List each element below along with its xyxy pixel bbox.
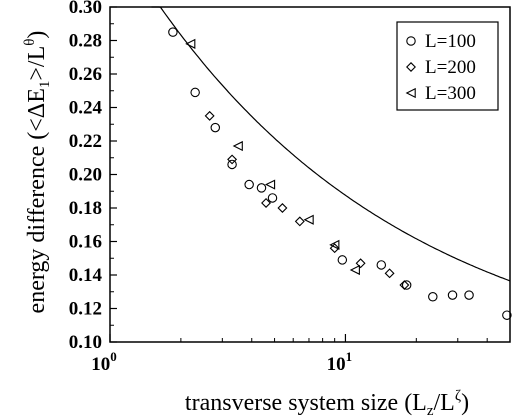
y-tick-label: 0.24 (69, 98, 103, 119)
legend-label: L=100 (425, 31, 476, 52)
data-points (168, 27, 512, 320)
y-tick-label: 0.18 (69, 198, 102, 219)
data-point-triangle-left (329, 239, 340, 250)
data-point-triangle-left (185, 38, 196, 49)
fit-curve (151, 6, 511, 282)
data-point-diamond (329, 243, 340, 254)
data-point-triangle-left (264, 179, 276, 190)
data-point-circle (244, 179, 254, 190)
legend-label: L=300 (425, 83, 476, 104)
legend-marker-circle (406, 36, 416, 46)
y-tick-label: 0.12 (69, 299, 102, 320)
data-point-circle (502, 310, 512, 320)
y-tick-label: 0.28 (69, 31, 102, 52)
data-point-diamond (294, 216, 305, 227)
data-point-circle (447, 290, 458, 300)
y-axis-label: energy difference (<ΔE1>/Lθ) (22, 31, 53, 314)
data-point-triangle-left (349, 264, 360, 276)
x-axis-ticks: 100 101 (91, 334, 511, 375)
data-point-diamond (261, 197, 272, 208)
data-point-circle (227, 159, 237, 170)
legend-marker-triangle-left (405, 87, 416, 99)
x-tick-label: 100 (91, 349, 117, 375)
data-point-circle (190, 87, 200, 98)
y-tick-label: 0.10 (69, 332, 102, 353)
x-axis-label: transverse system size (Lz/Lζ) (185, 388, 469, 417)
data-point-diamond (399, 280, 410, 291)
y-tick-label: 0.22 (69, 131, 102, 152)
y-axis-ticks: 0.10 0.12 0.14 0.16 0.18 0.20 0.22 0.24 0.26 0.28… (69, 0, 117, 353)
data-point-circle (267, 193, 278, 203)
data-point-diamond (355, 258, 366, 269)
data-point-circle (464, 290, 474, 300)
y-tick-label: 0.14 (69, 265, 103, 286)
x-tick-label: 101 (327, 349, 353, 375)
legend: L=100 L=200 L=300 (396, 21, 499, 111)
data-point-circle (210, 122, 221, 133)
data-point-diamond (384, 268, 395, 279)
data-point-circle (401, 280, 412, 290)
y-tick-label: 0.16 (69, 232, 102, 253)
data-point-circle (168, 27, 178, 37)
legend-label: L=200 (425, 57, 476, 78)
plot-frame (109, 6, 511, 343)
data-point-diamond (204, 110, 215, 121)
data-point-triangle-left (232, 140, 243, 152)
y-tick-label: 0.30 (69, 0, 102, 18)
data-point-circle (428, 292, 438, 302)
data-point-circle (337, 255, 348, 265)
data-point-circle (376, 260, 387, 270)
data-point-triangle-left (303, 214, 314, 225)
data-point-circle (256, 183, 267, 193)
y-tick-label: 0.20 (69, 165, 102, 186)
legend-marker-diamond (406, 62, 416, 72)
data-point-diamond (227, 154, 238, 165)
data-point-diamond (277, 203, 288, 213)
y-tick-label: 0.26 (69, 64, 102, 85)
